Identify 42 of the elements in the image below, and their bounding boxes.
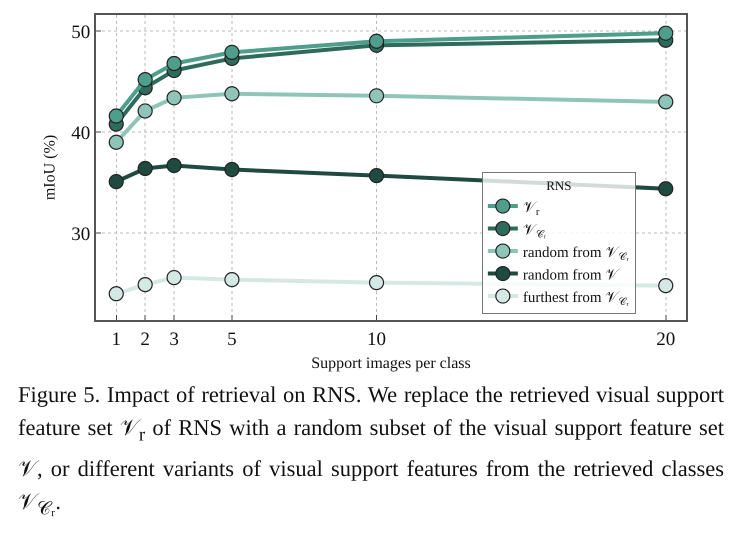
legend-label: 𝒱$_{𝒞ᵣ}$ — [522, 222, 547, 241]
point — [166, 270, 182, 286]
x-tick-label: 10 — [367, 328, 386, 350]
point — [368, 34, 384, 49]
x-tick-label: 2 — [140, 328, 150, 350]
point — [166, 56, 182, 72]
legend-title: RNS — [546, 178, 572, 193]
point — [138, 72, 153, 88]
y-axis-title: mIoU (%) — [42, 134, 59, 200]
point — [138, 160, 153, 176]
point — [368, 88, 384, 104]
point — [224, 86, 240, 102]
point — [108, 108, 124, 124]
point — [108, 286, 124, 302]
point — [658, 26, 674, 41]
point — [658, 94, 674, 110]
y-tick-label: 50 — [71, 22, 90, 43]
point — [368, 275, 384, 290]
point — [138, 277, 153, 292]
point — [368, 168, 384, 184]
point — [224, 272, 240, 288]
legend-label: random from 𝒱 — [522, 267, 620, 284]
legend-label: furthest from 𝒱$_{𝒞ᵣ}$ — [522, 290, 630, 308]
point — [108, 174, 124, 190]
legend-label: random from 𝒱$_{𝒞ᵣ}$ — [522, 244, 630, 264]
x-tick-label: 5 — [227, 328, 237, 350]
point — [658, 278, 674, 294]
point — [224, 162, 240, 178]
legend-label: 𝒱$_{r}$ — [522, 200, 540, 218]
point — [138, 103, 153, 119]
x-tick-label: 3 — [169, 328, 179, 350]
point — [166, 158, 182, 174]
x-tick-label: 20 — [656, 328, 676, 350]
point — [108, 134, 124, 150]
y-tick-label: 30 — [71, 224, 90, 245]
y-tick-label: 40 — [71, 122, 90, 144]
x-axis-title: Support images per class — [311, 355, 471, 372]
caption: Figure 5. Impact of retrieval on RNS. We replace the retrieved visual support feature set 𝒱$_{r}$ of RNS with a random subset of the visual support feature set 𝒱, or different variants of visual support features from the retrieved classes 𝒱$_{𝒞ᵣ}$. — [18, 381, 724, 521]
point — [224, 44, 240, 60]
x-tick-label: 1 — [112, 328, 121, 350]
point — [658, 181, 674, 196]
point — [166, 90, 182, 106]
